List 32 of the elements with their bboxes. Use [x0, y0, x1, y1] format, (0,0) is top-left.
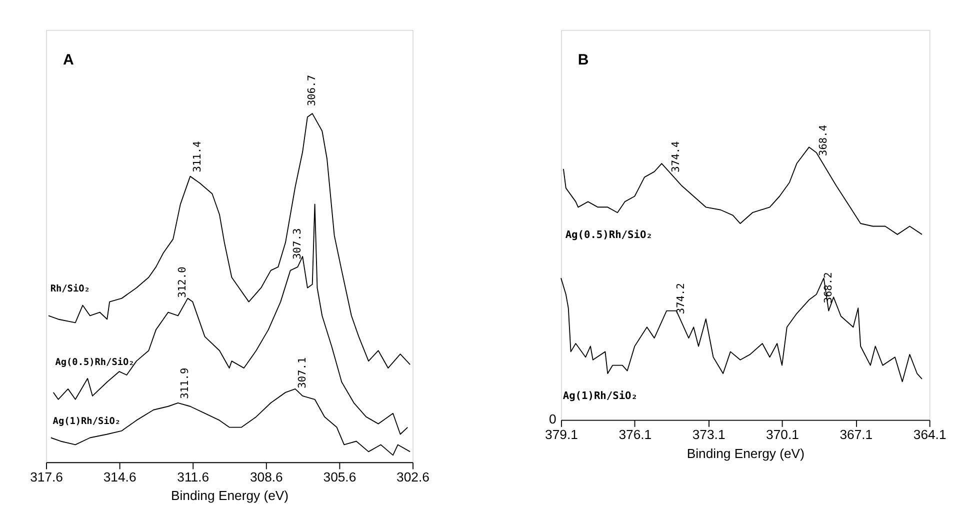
annotation: 307.1	[296, 357, 308, 388]
chart-title: B	[578, 52, 589, 69]
chart-title: A	[62, 52, 74, 69]
annotation: 374.4	[670, 141, 682, 172]
annotation: 368.2	[822, 272, 834, 304]
x-tick-label: 370.1	[766, 427, 799, 442]
x-tick-label: 314.6	[103, 469, 136, 484]
annotation: 312.0	[176, 266, 189, 298]
x-axis-title: Binding Energy (eV)	[686, 446, 804, 461]
text: Ag(0.5)Rh/SiO₂	[565, 228, 652, 241]
annotation: 306.7	[306, 74, 318, 106]
x-tick-label: 373.1	[692, 427, 726, 442]
text: Ag(1)Rh/SiO₂	[562, 390, 638, 402]
series-label: Ag(1)Rh/SiO₂	[52, 416, 121, 428]
x-tick-label: 379.1	[545, 427, 578, 442]
annotation: 307.3	[292, 228, 304, 260]
annotation: 368.4	[818, 124, 830, 156]
x-tick-label: 305.6	[323, 469, 356, 484]
x-tick-label: 376.1	[618, 427, 652, 442]
text: 0	[548, 412, 556, 427]
x-tick-label: 308.6	[250, 469, 283, 484]
x-tick-label: 317.6	[30, 469, 63, 484]
x-tick-label: 302.6	[396, 469, 430, 484]
x-axis-title: Binding Energy (eV)	[170, 488, 289, 504]
x-tick-label: 367.1	[840, 427, 873, 442]
series-label: Ag(0.5)Rh/SiO₂	[55, 356, 134, 368]
series-label: Rh/SiO₂	[50, 284, 90, 295]
annotation: 311.4	[191, 141, 204, 172]
annotation: 311.9	[179, 368, 192, 399]
annotation: 374.2	[675, 283, 688, 314]
x-tick-label: 311.6	[177, 469, 210, 484]
x-tick-label: 364.1	[913, 427, 946, 442]
